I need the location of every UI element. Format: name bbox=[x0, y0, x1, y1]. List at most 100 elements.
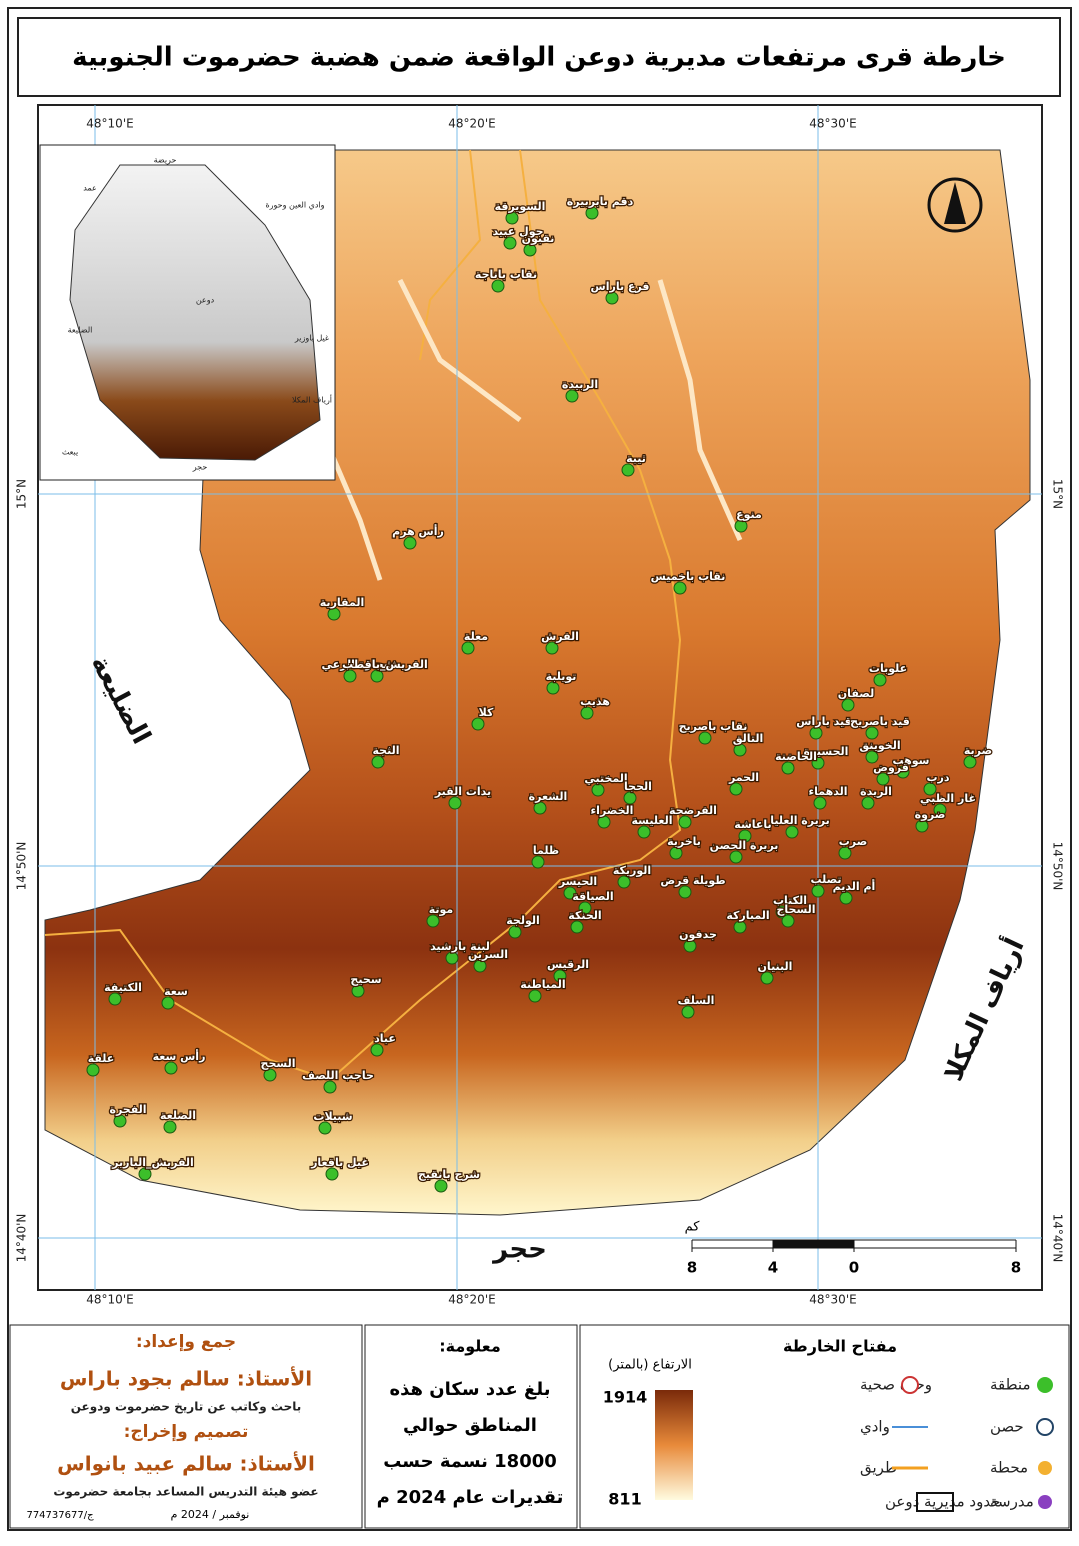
credit-design-label: تصميم وإخراج: bbox=[124, 1422, 249, 1442]
info-line: تقديرات عام 2024 م bbox=[377, 1487, 564, 1508]
village-marker bbox=[605, 291, 619, 305]
village-label: سوهب bbox=[893, 754, 930, 767]
elevation-min: 811 bbox=[608, 1490, 641, 1509]
village-label: ظلما bbox=[533, 844, 559, 857]
village-marker bbox=[491, 279, 505, 293]
village-marker bbox=[580, 706, 594, 720]
scale-tick: 4 bbox=[768, 1259, 778, 1277]
credit-author: الأستاذ: سالم بجود باراس bbox=[60, 1366, 312, 1391]
village-label: نقاب باصريح bbox=[679, 720, 748, 733]
village-marker bbox=[325, 1167, 339, 1181]
legend-icon bbox=[901, 1376, 919, 1394]
village-marker bbox=[873, 673, 887, 687]
village-label: لصفان bbox=[838, 687, 874, 700]
inset-label: وادي العين وحورة bbox=[265, 201, 324, 210]
village-label: المقارية bbox=[320, 596, 364, 609]
village-marker bbox=[164, 1061, 178, 1075]
village-marker bbox=[545, 641, 559, 655]
village-marker bbox=[698, 731, 712, 745]
village-label: المياطنة bbox=[520, 978, 565, 991]
north-arrow bbox=[944, 182, 966, 224]
village-marker bbox=[729, 850, 743, 864]
graticule bbox=[38, 105, 1042, 1290]
village-marker bbox=[371, 755, 385, 769]
village-label: تصلب bbox=[810, 873, 841, 886]
village-label: الربيدة bbox=[562, 378, 598, 391]
village-label: الوريكة bbox=[613, 864, 651, 877]
village-label: حاجب اللصف bbox=[302, 1069, 374, 1082]
village-marker bbox=[896, 765, 910, 779]
legend-label: وادي bbox=[860, 1418, 890, 1437]
village-label: قروض bbox=[873, 761, 909, 774]
lat-label: 15°N bbox=[15, 479, 29, 509]
legend-icon bbox=[1038, 1495, 1052, 1509]
village-marker bbox=[781, 914, 795, 928]
village-marker bbox=[163, 1120, 177, 1134]
village-label: الحاضنة bbox=[775, 750, 817, 763]
lat-label: 14°50'N bbox=[15, 842, 29, 891]
village-marker bbox=[865, 750, 879, 764]
village-label: نقبون bbox=[522, 232, 555, 245]
inset-label: الضليعة bbox=[68, 326, 93, 335]
village-marker bbox=[683, 939, 697, 953]
village-marker bbox=[839, 891, 853, 905]
village-label: السويرقة bbox=[495, 200, 546, 213]
village-marker bbox=[523, 243, 537, 257]
village-label: الدهماء bbox=[808, 785, 847, 798]
inset-label: حريضة bbox=[154, 156, 177, 165]
village-marker bbox=[637, 825, 651, 839]
village-marker bbox=[729, 782, 743, 796]
village-marker bbox=[461, 641, 475, 655]
village-label: ضربة bbox=[964, 744, 992, 757]
village-label: شجارة الرعي bbox=[322, 658, 395, 671]
credit-phone: ج/774737677 bbox=[26, 1510, 94, 1521]
village-marker bbox=[781, 761, 795, 775]
village-label: الخضراء bbox=[591, 804, 634, 817]
legend-label: طريق bbox=[860, 1459, 897, 1477]
village-label: العليسة bbox=[632, 814, 673, 827]
village-marker bbox=[86, 1063, 100, 1077]
inset-label: أرياف المكلا bbox=[292, 395, 332, 405]
village-label: الحسيرة bbox=[804, 745, 849, 758]
village-marker bbox=[508, 925, 522, 939]
inset-label: دوعن bbox=[196, 296, 215, 305]
village-marker bbox=[546, 681, 560, 695]
village-marker bbox=[861, 796, 875, 810]
village-marker bbox=[528, 989, 542, 1003]
village-label: لبنة بارشيد bbox=[430, 940, 490, 953]
village-marker bbox=[585, 206, 599, 220]
village-marker bbox=[578, 901, 592, 915]
village-label: دقم بابربيرة bbox=[567, 195, 634, 208]
village-marker bbox=[621, 463, 635, 477]
village-marker bbox=[570, 920, 584, 934]
village-label: الفرضحة bbox=[669, 804, 717, 817]
village-label: جدفون bbox=[679, 928, 717, 941]
village-label: السحج bbox=[261, 1057, 296, 1070]
village-marker bbox=[733, 920, 747, 934]
village-marker bbox=[623, 791, 637, 805]
village-label: المباركة bbox=[726, 909, 769, 922]
village-marker bbox=[343, 669, 357, 683]
village-marker bbox=[933, 803, 947, 817]
title-box bbox=[17, 17, 1061, 97]
village-marker bbox=[678, 885, 692, 899]
village-label: الثجة bbox=[373, 744, 400, 757]
village-label: غيل باقعار bbox=[310, 1156, 369, 1169]
legend-icon bbox=[1037, 1377, 1053, 1393]
village-label: شبيلات bbox=[313, 1110, 352, 1123]
scale-tick: 0 bbox=[849, 1259, 859, 1277]
village-label: كلا bbox=[479, 706, 494, 719]
village-marker bbox=[733, 743, 747, 757]
village-label: الحيسر bbox=[558, 875, 597, 888]
village-marker bbox=[673, 581, 687, 595]
village-marker bbox=[351, 984, 365, 998]
village-label: باعاشة bbox=[734, 818, 771, 831]
village-label: الحمر bbox=[728, 771, 759, 784]
village-label: منوع bbox=[736, 508, 762, 521]
page-border bbox=[7, 7, 1072, 1531]
village-marker bbox=[681, 1005, 695, 1019]
region-label: حجر bbox=[491, 1235, 547, 1265]
village-label: يدات القبر bbox=[434, 785, 491, 798]
village-label: عباد bbox=[374, 1032, 396, 1045]
legend-icon bbox=[916, 1492, 954, 1512]
